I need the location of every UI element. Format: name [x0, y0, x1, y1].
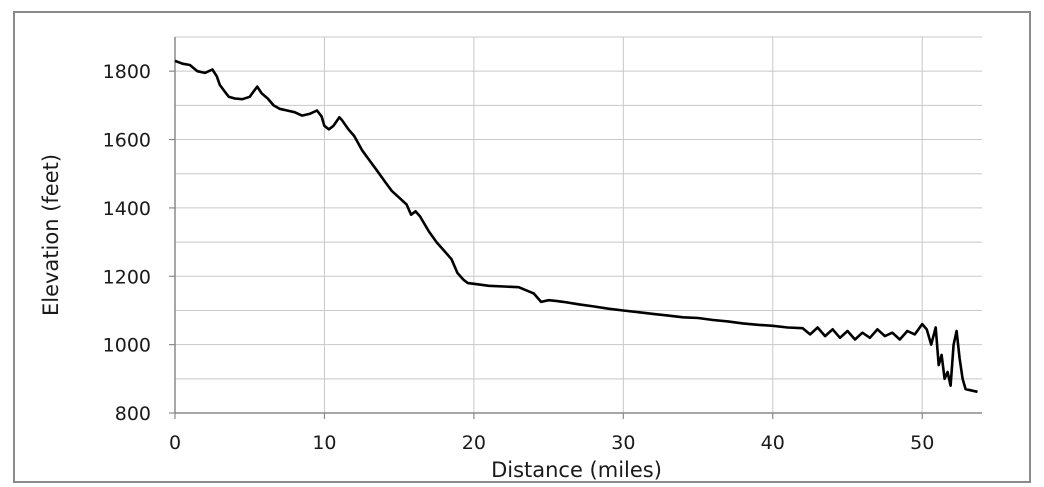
x-tick-label: 10 [312, 432, 336, 454]
y-tick-label: 1200 [103, 266, 151, 288]
y-tick-label: 1600 [103, 130, 151, 152]
y-tick-label: 1400 [103, 198, 151, 220]
x-tick-label: 20 [462, 432, 486, 454]
gridlines [175, 36, 982, 414]
x-tick-label: 0 [169, 432, 181, 454]
y-tick-label: 1800 [103, 61, 151, 83]
x-axis-title: Distance (miles) [491, 458, 662, 482]
axes [169, 37, 982, 419]
series-layer [174, 59, 978, 394]
y-tick-label: 800 [115, 403, 151, 425]
x-tick-label: 30 [611, 432, 635, 454]
x-tick-label: 40 [761, 432, 785, 454]
y-tick-label: 1000 [103, 335, 151, 357]
x-tick-label: 50 [910, 432, 934, 454]
chart-border [13, 11, 1031, 483]
tick-labels: 800 1000 1200 1400 1600 1800 0 10 20 30 40 50 [103, 61, 935, 454]
series-line-0 [174, 59, 978, 394]
y-axis-title: Elevation (feet) [39, 154, 63, 316]
